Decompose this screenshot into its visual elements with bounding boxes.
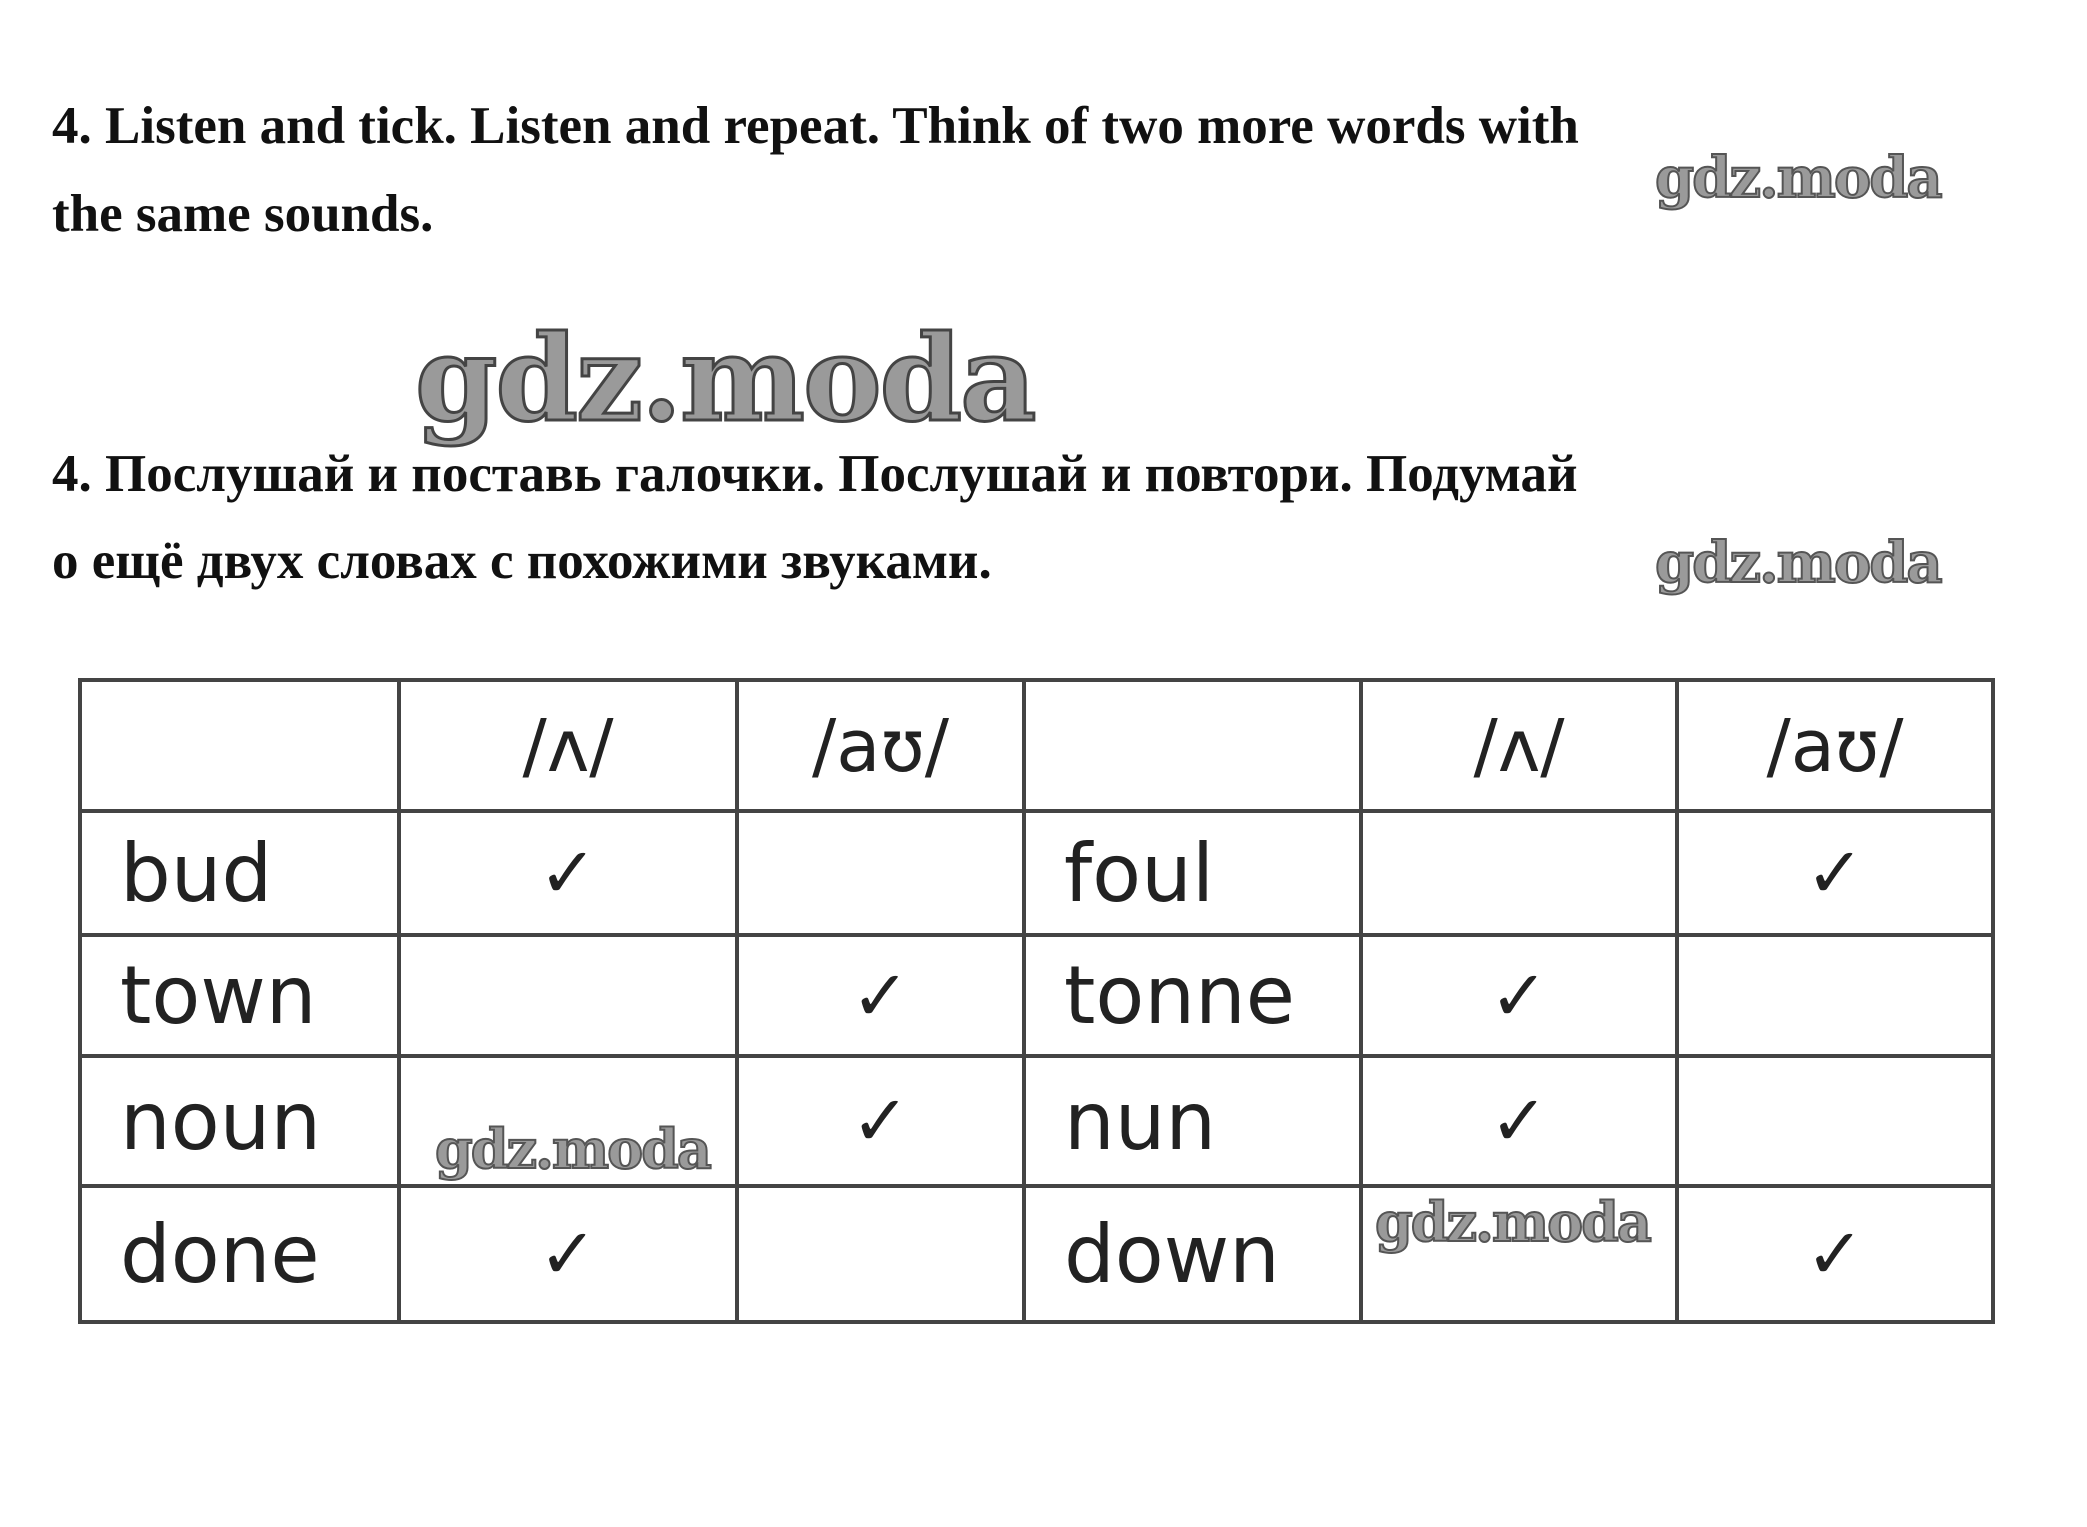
tick-icon: ✓ xyxy=(538,1213,598,1295)
table-row: town ✓ tonne ✓ xyxy=(78,933,1995,1058)
header-cell: /aʊ/ xyxy=(735,678,1026,813)
exercise-title-russian-line2: о ещё двух словах с похожими звуками. xyxy=(52,532,992,590)
word-cell: nun xyxy=(1022,1054,1363,1188)
tick-cell xyxy=(397,1054,739,1188)
word-cell: noun xyxy=(78,1054,401,1188)
exercise-title-english-line2: the same sounds. xyxy=(52,185,434,243)
tick-cell xyxy=(397,933,739,1058)
watermark: gdz.moda xyxy=(1654,530,1944,596)
tick-cell: ✓ xyxy=(1359,1054,1679,1188)
tick-cell: ✓ xyxy=(735,1054,1026,1188)
tick-icon: ✓ xyxy=(851,1080,910,1162)
tick-icon: ✓ xyxy=(851,954,910,1037)
exercise-title-russian-line1: 4. Послушай и поставь галочки. Послушай … xyxy=(52,445,1578,503)
header-row: /ʌ//aʊ//ʌ//aʊ/ xyxy=(78,678,1995,813)
word-cell: done xyxy=(78,1184,401,1324)
watermark: gdz.moda xyxy=(1654,145,1944,211)
tick-cell xyxy=(735,1184,1026,1324)
header-cell: /ʌ/ xyxy=(1359,678,1679,813)
tick-icon: ✓ xyxy=(538,832,598,914)
tick-cell: ✓ xyxy=(397,1184,739,1324)
tick-cell xyxy=(1675,1054,1995,1188)
tick-icon: ✓ xyxy=(1805,832,1865,914)
exercise-title-english-line1: 4. Listen and tick. Listen and repeat. T… xyxy=(52,97,1579,155)
header-cell xyxy=(1022,678,1363,813)
tick-cell: ✓ xyxy=(397,809,739,937)
phonetics-table: /ʌ//aʊ//ʌ//aʊ/bud ✓ foul ✓ town ✓ tonne ✓ noun ✓ n… xyxy=(78,678,1995,1324)
tick-cell: ✓ xyxy=(1675,809,1995,937)
tick-icon: ✓ xyxy=(1489,954,1549,1037)
tick-cell xyxy=(735,809,1026,937)
header-cell: /ʌ/ xyxy=(397,678,739,813)
tick-icon: ✓ xyxy=(1805,1213,1865,1295)
word-cell: bud xyxy=(78,809,401,937)
watermark: gdz.moda xyxy=(414,309,1039,448)
header-cell: /aʊ/ xyxy=(1675,678,1995,813)
watermark: gdz.moda xyxy=(434,1117,713,1181)
word-cell: tonne xyxy=(1022,933,1363,1058)
table-row: bud ✓ foul ✓ xyxy=(78,809,1995,937)
watermark: gdz.moda xyxy=(1374,1190,1653,1254)
tick-cell: ✓ xyxy=(1675,1184,1995,1324)
table-row: noun ✓ nun ✓ xyxy=(78,1054,1995,1188)
tick-icon: ✓ xyxy=(1489,1080,1549,1162)
tick-cell xyxy=(1675,933,1995,1058)
tick-cell: ✓ xyxy=(735,933,1026,1058)
header-cell xyxy=(78,678,401,813)
tick-cell: ✓ xyxy=(1359,933,1679,1058)
tick-cell xyxy=(1359,809,1679,937)
word-cell: down xyxy=(1022,1184,1363,1324)
word-cell: foul xyxy=(1022,809,1363,937)
tick-cell xyxy=(1359,1184,1679,1324)
table-row: done ✓ down ✓ xyxy=(78,1184,1995,1324)
word-cell: town xyxy=(78,933,401,1058)
